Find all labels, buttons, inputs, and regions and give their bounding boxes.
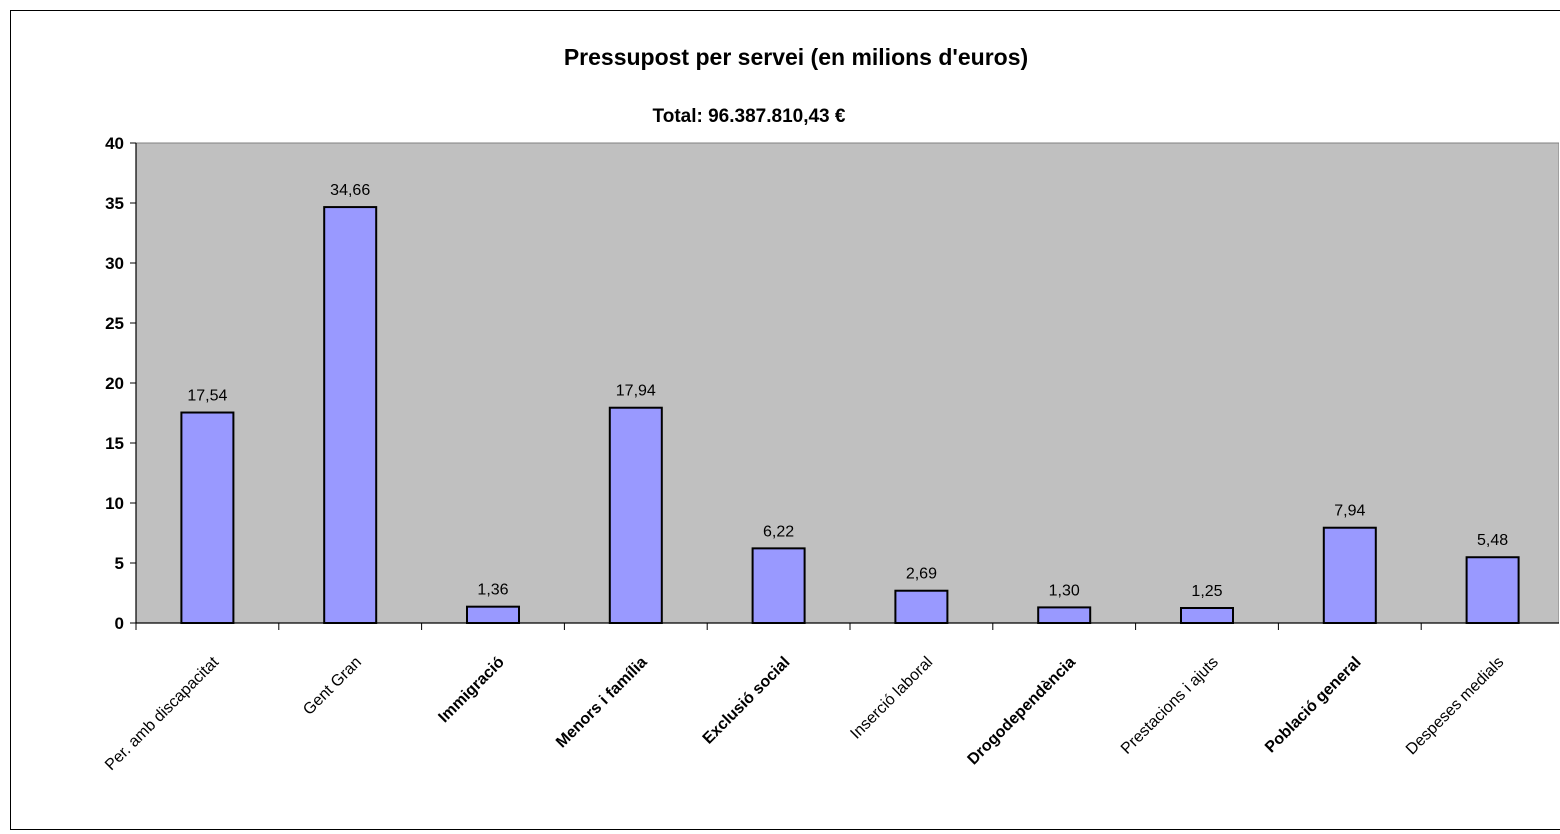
bar bbox=[1037, 606, 1092, 625]
bar bbox=[894, 589, 949, 624]
chart-subtitle: Total: 96.387.810,43 € bbox=[653, 106, 846, 127]
data-label: 5,48 bbox=[1477, 532, 1508, 549]
y-tick-label: 30 bbox=[105, 254, 124, 273]
data-label: 2,69 bbox=[906, 566, 937, 583]
bar-series bbox=[180, 206, 1520, 625]
data-label: 34,66 bbox=[330, 182, 370, 199]
bar bbox=[608, 406, 663, 624]
data-label: 1,30 bbox=[1049, 582, 1080, 599]
x-axis bbox=[135, 622, 1559, 630]
y-tick-label: 0 bbox=[115, 614, 124, 633]
x-tick-label: Immigració bbox=[435, 654, 508, 727]
x-tick-label: Menors i família bbox=[553, 654, 651, 752]
x-tick-label: Despeses medials bbox=[1403, 654, 1507, 758]
data-label: 7,94 bbox=[1334, 503, 1365, 520]
x-tick-label: Drogodependència bbox=[965, 654, 1080, 769]
y-tick-label: 25 bbox=[105, 314, 124, 333]
bar bbox=[751, 547, 806, 624]
x-tick-label: Població general bbox=[1262, 654, 1365, 757]
y-tick-label: 10 bbox=[105, 494, 124, 513]
y-tick-label: 15 bbox=[105, 434, 124, 453]
x-tick-label: Prestacions i ajuts bbox=[1118, 654, 1222, 758]
bar bbox=[180, 411, 235, 624]
chart-title: Pressupost per servei (en milions d'euro… bbox=[564, 44, 1028, 70]
y-tick-label: 5 bbox=[115, 554, 124, 573]
value-labels: 17,54 34,66 1,36 17,94 6,22 2,69 1,30 1,25 7,94 5… bbox=[187, 182, 1508, 600]
bar-chart: Pressupost per servei (en milions d'euro… bbox=[102, 44, 1559, 774]
x-tick-label: Per. amb discapacitat bbox=[102, 653, 223, 774]
y-tick-label: 40 bbox=[105, 134, 124, 153]
data-label: 1,25 bbox=[1191, 583, 1222, 600]
category-labels: Per. amb discapacitat Gent Gran Immigració… bbox=[102, 653, 1507, 774]
bar bbox=[1322, 526, 1377, 624]
y-tick-label: 35 bbox=[105, 194, 124, 213]
chart-frame: Pressupost per servei (en milions d'euro… bbox=[10, 10, 1560, 830]
data-label: 6,22 bbox=[763, 523, 794, 540]
bar bbox=[466, 605, 520, 624]
y-axis: 0 5 10 15 20 25 30 35 40 bbox=[105, 134, 137, 633]
x-tick-label: Inserció laboral bbox=[847, 654, 936, 743]
data-label: 17,54 bbox=[187, 388, 227, 405]
x-tick-label: Gent Gran bbox=[300, 654, 365, 719]
data-label: 1,36 bbox=[477, 582, 508, 599]
data-label: 17,94 bbox=[616, 383, 656, 400]
x-tick-label: Exclusió social bbox=[700, 654, 794, 748]
bar bbox=[1180, 607, 1234, 624]
bar bbox=[323, 206, 378, 625]
y-tick-label: 20 bbox=[105, 374, 124, 393]
bar bbox=[1465, 556, 1520, 624]
